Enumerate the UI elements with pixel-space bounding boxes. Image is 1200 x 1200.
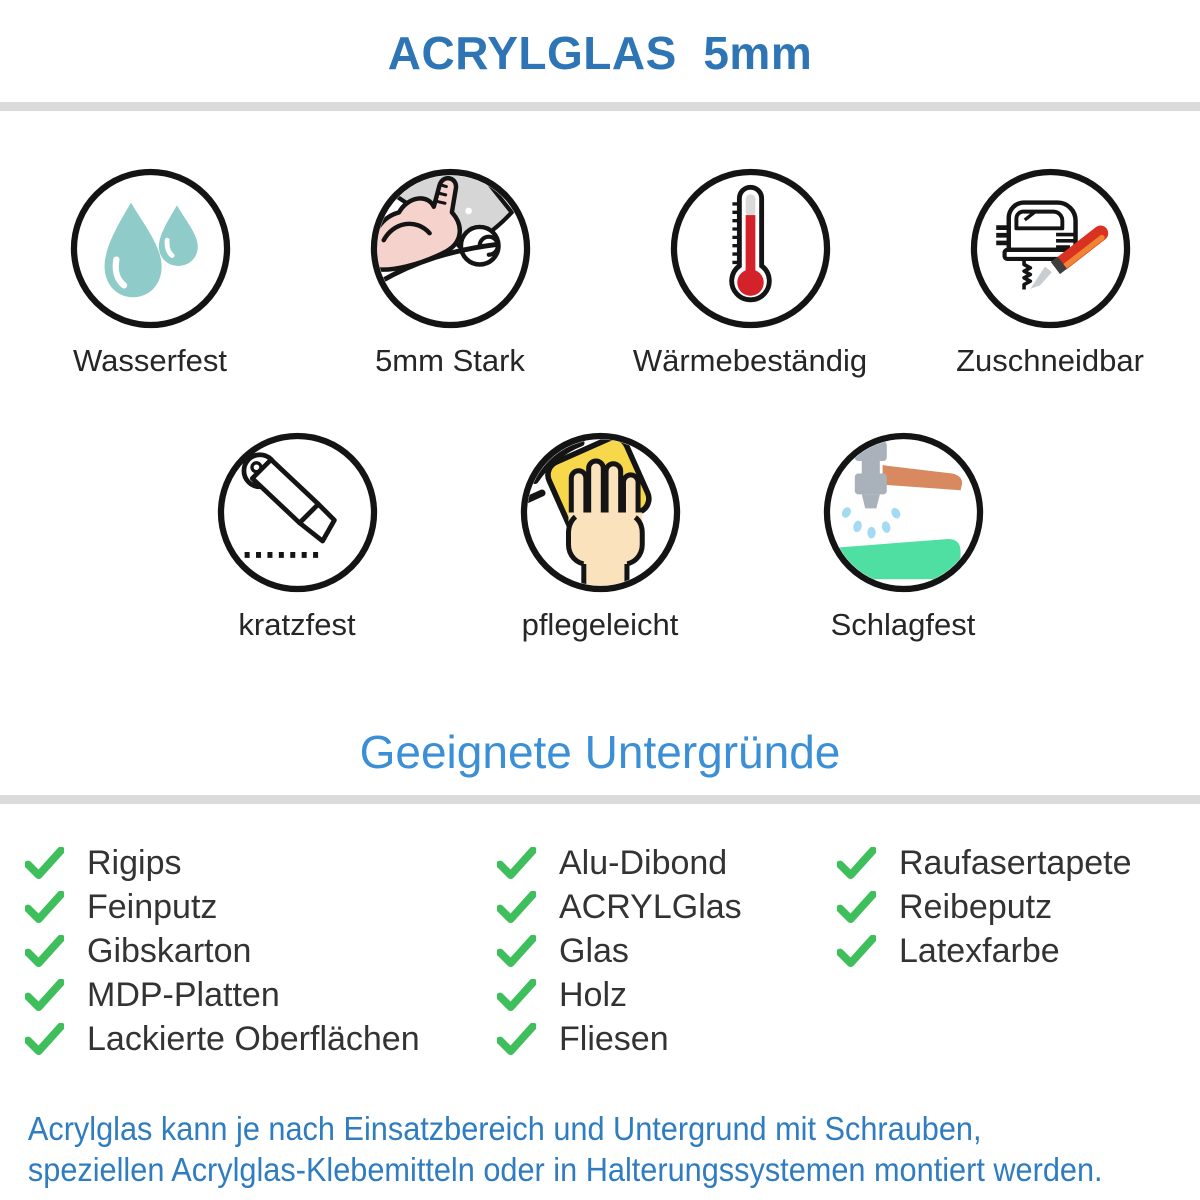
list-item: Latexfarbe	[837, 931, 1200, 970]
list-item-label: MDP-Platten	[87, 975, 280, 1014]
feature-row-1: Wasserfest 5mm Stark	[0, 165, 1200, 379]
substrates-list: Rigips Feinputz Gibskarton MDP-Platten L…	[0, 843, 1200, 1066]
feature-5mm-strong: 5mm Stark	[300, 165, 600, 379]
feature-label: pflegeleicht	[521, 607, 679, 642]
feature-label: Zuschneidbar	[956, 343, 1144, 378]
list-item-label: Latexfarbe	[899, 931, 1060, 970]
list-item: ACRYLGlas	[497, 887, 837, 926]
list-item: Raufasertapete	[837, 843, 1200, 882]
strong-arm-icon	[370, 168, 530, 329]
check-icon	[25, 1022, 64, 1055]
check-icon	[497, 978, 536, 1011]
water-drops-icon	[70, 168, 230, 329]
list-item: Fliesen	[497, 1019, 837, 1058]
feature-label: kratzfest	[238, 607, 356, 642]
list-item-label: Rigips	[87, 843, 182, 882]
feature-waterproof: Wasserfest	[0, 165, 300, 379]
feature-heat-resistant: Wärmebeständig	[600, 165, 900, 379]
feature-row-2: kratzfest pflegeleicht	[0, 429, 1200, 643]
list-item-label: Glas	[559, 931, 629, 970]
list-item-label: Feinputz	[87, 887, 218, 926]
check-icon	[25, 890, 64, 923]
page-title: ACRYLGLAS 5mm	[387, 27, 813, 79]
divider-top	[0, 102, 1200, 111]
list-item: Glas	[497, 931, 837, 970]
list-item: Alu-Dibond	[497, 843, 837, 882]
feature-label: Schlagfest	[830, 607, 976, 642]
feature-label: Wasserfest	[73, 343, 227, 378]
check-icon	[837, 934, 876, 967]
cleaning-hand-icon	[520, 432, 680, 593]
feature-easy-care: pflegeleicht	[449, 429, 752, 643]
list-item-label: Fliesen	[559, 1019, 669, 1058]
list-item: Gibskarton	[25, 931, 497, 970]
divider-middle	[0, 795, 1200, 804]
check-icon	[25, 846, 64, 879]
list-item-label: ACRYLGlas	[559, 887, 742, 926]
hammer-icon	[823, 432, 983, 593]
feature-label: Wärmebeständig	[632, 343, 868, 378]
substrates-column-3: Raufasertapete Reibeputz Latexfarbe	[837, 843, 1200, 1066]
check-icon	[497, 846, 536, 879]
check-icon	[837, 890, 876, 923]
check-icon	[497, 934, 536, 967]
utility-knife-icon	[217, 432, 377, 593]
list-item: MDP-Platten	[25, 975, 497, 1014]
list-item-label: Reibeputz	[899, 887, 1053, 926]
check-icon	[497, 1022, 536, 1055]
feature-scratchproof: kratzfest	[146, 429, 449, 643]
mounting-note: Acrylglas kann je nach Einsatzbereich un…	[0, 1108, 1116, 1190]
check-icon	[25, 978, 64, 1011]
substrates-column-1: Rigips Feinputz Gibskarton MDP-Platten L…	[25, 843, 497, 1066]
list-item-label: Holz	[559, 975, 628, 1014]
check-icon	[497, 890, 536, 923]
list-item: Rigips	[25, 843, 497, 882]
list-item-label: Gibskarton	[87, 931, 252, 970]
list-item: Lackierte Oberflächen	[25, 1019, 497, 1058]
list-item: Holz	[497, 975, 837, 1014]
feature-impact-resistant: Schlagfest	[752, 429, 1055, 643]
list-item: Feinputz	[25, 887, 497, 926]
thermometer-icon	[670, 168, 830, 329]
feature-cuttable: Zuschneidbar	[900, 165, 1200, 379]
list-item-label: Alu-Dibond	[559, 843, 728, 882]
mounting-note-line2: speziellen Acrylglas-Klebemitteln oder i…	[27, 1151, 1103, 1188]
list-item-label: Lackierte Oberflächen	[87, 1019, 420, 1058]
check-icon	[837, 846, 876, 879]
jigsaw-icon	[970, 168, 1130, 329]
mounting-note-line1: Acrylglas kann je nach Einsatzbereich un…	[27, 1110, 982, 1147]
list-item: Reibeputz	[837, 887, 1200, 926]
feature-label: 5mm Stark	[375, 343, 525, 378]
substrates-column-2: Alu-Dibond ACRYLGlas Glas Holz Fliesen	[497, 843, 837, 1066]
section-title-substrates: Geeignete Untergründe	[359, 726, 841, 778]
list-item-label: Raufasertapete	[899, 843, 1132, 882]
check-icon	[25, 934, 64, 967]
